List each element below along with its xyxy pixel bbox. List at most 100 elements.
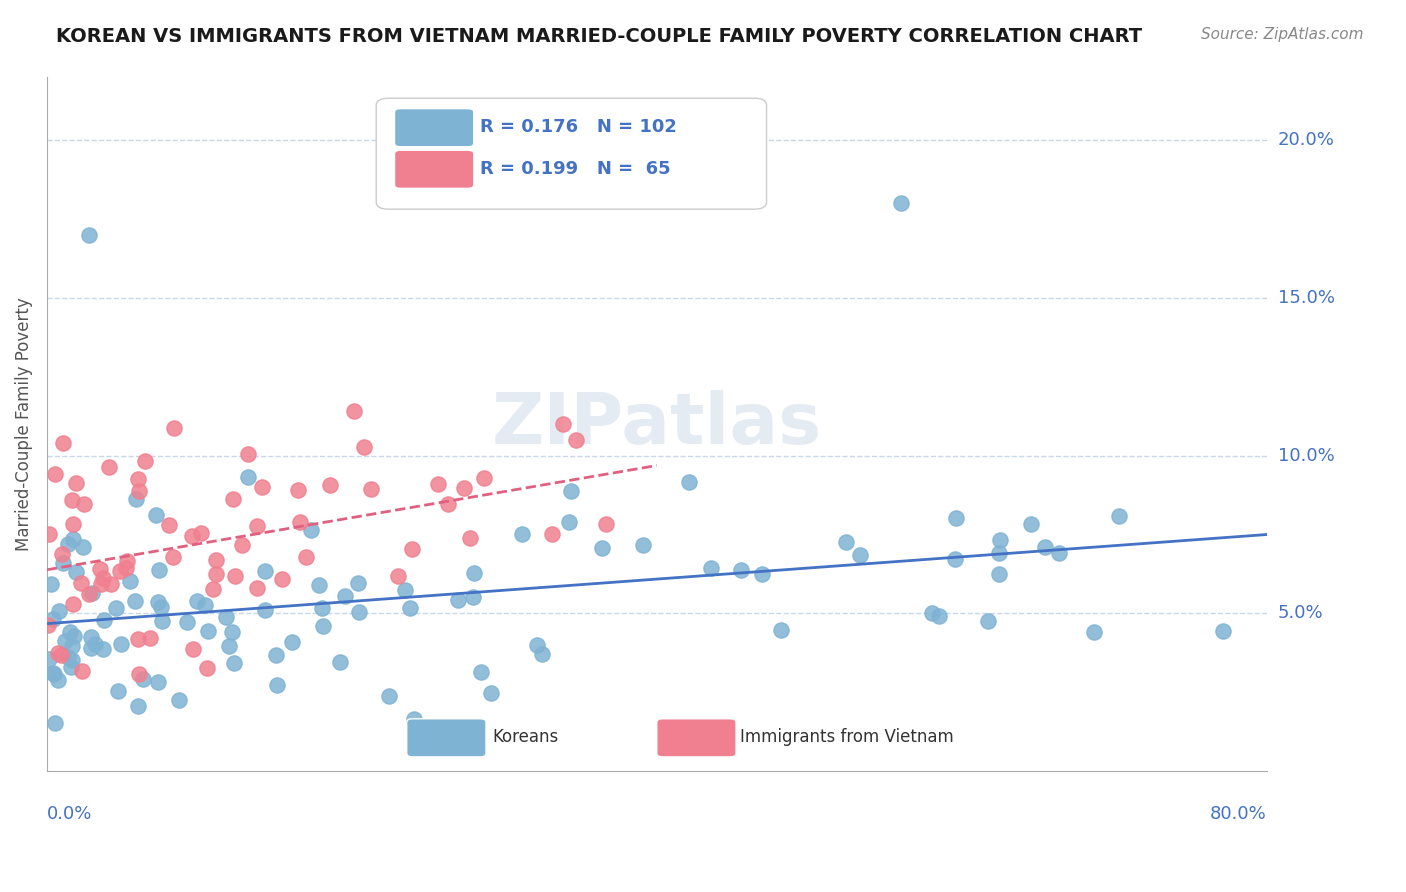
Point (472, 471, 495, 485)
Point (295, 549, 318, 564)
Point (127, 472, 149, 486)
Point (458, 531, 481, 545)
Text: Koreans: Koreans (492, 729, 558, 747)
Point (100, 577, 122, 591)
Point (59, 624, 82, 639)
Point (312, 618, 335, 632)
Point (41, 666, 63, 681)
Point (107, 683, 129, 698)
Point (115, 554, 138, 568)
Point (246, 582, 269, 596)
Point (70, 576, 93, 591)
Point (387, 569, 409, 583)
Point (197, 624, 219, 639)
Point (730, 563, 752, 577)
Point (46, 673, 69, 688)
FancyBboxPatch shape (657, 719, 737, 757)
Point (205, 566, 228, 581)
Point (751, 567, 773, 582)
Point (97, 459, 120, 474)
Point (360, 482, 382, 496)
Point (146, 675, 169, 690)
Point (479, 685, 502, 699)
Point (56, 537, 79, 551)
Point (134, 454, 156, 468)
Point (60, 639, 83, 653)
Point (128, 484, 150, 499)
Point (1212, 624, 1234, 638)
Point (224, 569, 246, 583)
Point (90, 577, 112, 591)
Point (281, 635, 304, 649)
Point (1019, 516, 1042, 531)
Point (52, 556, 75, 570)
Point (770, 623, 793, 637)
Point (436, 497, 458, 511)
Point (977, 614, 1000, 628)
Point (162, 550, 184, 565)
Point (77, 227, 100, 242)
Point (51, 547, 73, 561)
Point (115, 560, 138, 574)
Point (943, 552, 966, 566)
Point (238, 469, 260, 483)
Point (591, 541, 613, 556)
Point (218, 639, 240, 653)
Point (169, 693, 191, 707)
Point (308, 578, 330, 592)
Text: R = 0.199   N =  65: R = 0.199 N = 65 (479, 160, 671, 178)
Point (48, 604, 70, 618)
Point (928, 609, 950, 624)
Point (127, 632, 149, 647)
Point (204, 553, 226, 567)
Point (62, 516, 84, 531)
Point (89, 562, 111, 576)
Point (93, 613, 115, 627)
Point (678, 475, 700, 489)
Point (91, 642, 114, 657)
Point (394, 582, 416, 597)
Point (311, 601, 333, 615)
Point (41, 612, 63, 626)
Point (60, 652, 83, 666)
Point (222, 492, 245, 507)
Point (125, 492, 148, 507)
Point (195, 661, 218, 675)
Point (349, 605, 371, 619)
Point (470, 665, 492, 679)
Point (849, 548, 872, 562)
Point (44, 716, 66, 731)
Point (540, 527, 562, 541)
Point (49, 648, 72, 662)
Point (246, 519, 269, 533)
Point (319, 477, 342, 491)
Point (162, 420, 184, 434)
Point (148, 595, 170, 609)
Text: KOREAN VS IMMIGRANTS FROM VIETNAM MARRIED-COUPLE FAMILY POVERTY CORRELATION CHAR: KOREAN VS IMMIGRANTS FROM VIETNAM MARRIE… (56, 27, 1142, 45)
Point (190, 526, 212, 541)
Point (531, 647, 554, 661)
Point (526, 638, 548, 652)
Point (145, 508, 167, 523)
Point (60, 493, 83, 508)
Point (250, 480, 273, 494)
Point (463, 566, 485, 581)
Point (427, 477, 450, 491)
Point (149, 600, 172, 615)
Point (52, 436, 75, 450)
Point (231, 538, 253, 552)
Point (945, 511, 967, 525)
Point (1047, 546, 1070, 560)
Text: R = 0.176   N = 102: R = 0.176 N = 102 (479, 119, 676, 136)
Point (299, 523, 322, 537)
Point (82, 586, 104, 600)
Point (890, 196, 912, 211)
FancyBboxPatch shape (377, 98, 766, 209)
Point (921, 606, 943, 620)
Point (398, 601, 420, 615)
Point (335, 589, 357, 603)
Point (83, 637, 105, 651)
Point (266, 678, 288, 692)
Point (104, 600, 127, 615)
Point (48, 646, 70, 660)
